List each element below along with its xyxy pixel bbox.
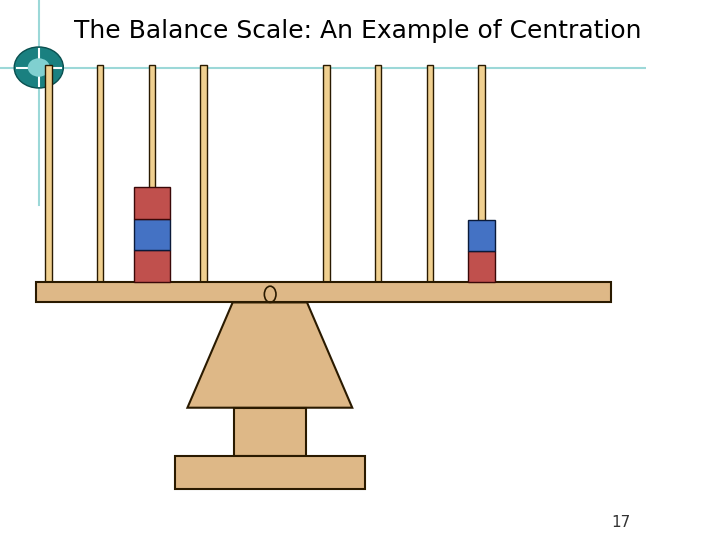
Circle shape (28, 58, 50, 77)
Bar (35, 282, 611, 302)
Bar (45, 65, 52, 282)
Bar (426, 65, 433, 282)
Bar (478, 65, 485, 282)
Bar (323, 65, 330, 282)
Bar (468, 220, 495, 251)
Bar (148, 65, 155, 282)
Circle shape (14, 47, 63, 88)
Text: 17: 17 (611, 515, 630, 530)
Bar (134, 251, 170, 282)
Bar (200, 65, 207, 282)
Bar (174, 456, 365, 489)
Bar (468, 251, 495, 282)
Bar (134, 187, 170, 219)
Bar (134, 219, 170, 251)
Text: The Balance Scale: An Example of Centration: The Balance Scale: An Example of Centrat… (74, 19, 642, 43)
Bar (375, 65, 382, 282)
Bar (97, 65, 104, 282)
Bar (234, 408, 306, 456)
Polygon shape (187, 302, 352, 408)
